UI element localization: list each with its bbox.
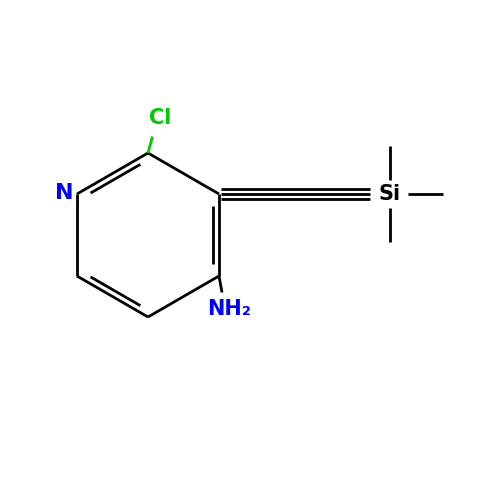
Text: Cl: Cl — [148, 108, 171, 128]
Text: Si: Si — [379, 184, 401, 204]
Text: N: N — [54, 183, 73, 203]
Text: NH₂: NH₂ — [207, 299, 251, 320]
